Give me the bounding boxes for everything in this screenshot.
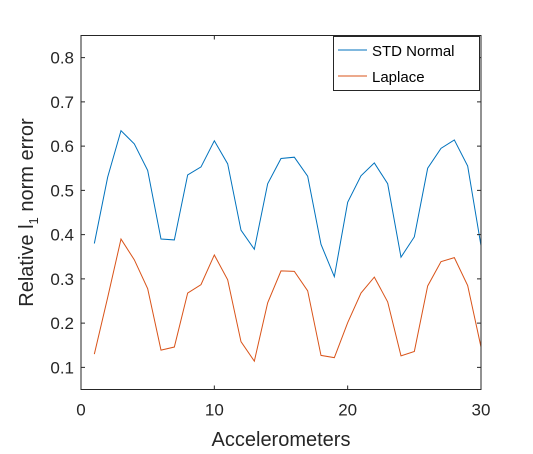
x-tick-label: 0 [76,401,85,420]
y-axis-label-rest: norm error [16,118,38,217]
legend-box [333,36,480,91]
y-tick-label: 0.4 [50,226,74,245]
series-line-std-normal [93,129,482,279]
y-tick-label: 0.5 [50,181,74,200]
y-axis-label-main: Relative l [16,224,38,306]
x-ticks: 0 10 20 30 [76,35,491,420]
x-tick-label: 20 [338,401,357,420]
x-tick-label: 30 [472,401,491,420]
y-tick-label: 0.1 [50,358,74,377]
plot-area: 0 10 20 30 0.1 0.2 0.3 0.4 0.5 0.6 0.7 0.8 [50,35,491,420]
y-axis-label: Relative l1 norm error [16,118,41,307]
y-tick-label: 0.8 [50,49,74,68]
y-axis-label-subscript: 1 [26,217,41,224]
x-tick-label: 10 [205,401,224,420]
y-tick-label: 0.6 [50,137,74,156]
legend: STD Normal Laplace [333,36,480,91]
series-line-laplace [93,237,482,363]
x-axis-label: Accelerometers [212,429,351,451]
y-tick-label: 0.3 [50,270,74,289]
series-lines [93,129,482,363]
y-tick-label: 0.7 [50,93,74,112]
legend-label-std-normal: STD Normal [372,43,455,60]
axes-box [80,35,482,390]
y-ticks: 0.1 0.2 0.3 0.4 0.5 0.6 0.7 0.8 [50,49,481,377]
y-tick-label: 0.2 [50,314,74,333]
legend-label-laplace: Laplace [372,69,425,86]
